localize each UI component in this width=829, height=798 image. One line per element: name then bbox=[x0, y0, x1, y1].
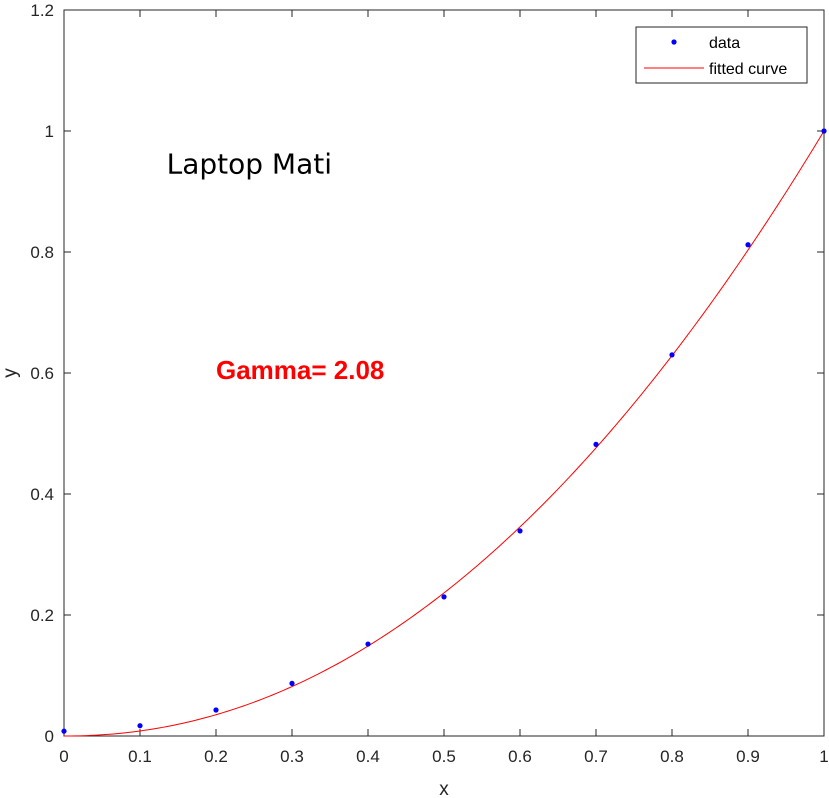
data-point bbox=[441, 594, 447, 600]
x-tick-label: 0.5 bbox=[432, 747, 456, 766]
legend-data-label: data bbox=[709, 35, 740, 52]
data-point bbox=[61, 728, 67, 734]
fitted-curve-layer bbox=[63, 130, 825, 737]
legend[interactable]: data fitted curve bbox=[635, 26, 808, 84]
data-point bbox=[593, 441, 599, 447]
annotation-gamma-value: Gamma= 2.08 bbox=[216, 355, 384, 385]
legend-box bbox=[635, 26, 808, 84]
x-tick-label: 0.2 bbox=[204, 747, 228, 766]
y-tick-label: 0.4 bbox=[30, 485, 54, 504]
annotations: Laptop Mati Gamma= 2.08 bbox=[167, 147, 385, 385]
data-points-layer bbox=[61, 128, 827, 734]
x-tick-label: 0.8 bbox=[660, 747, 684, 766]
data-point bbox=[821, 128, 827, 134]
y-tick-label: 0.2 bbox=[30, 606, 54, 625]
y-tick-label: 0.6 bbox=[30, 364, 54, 383]
data-point bbox=[517, 528, 523, 534]
data-point bbox=[137, 723, 143, 729]
data-point bbox=[289, 680, 295, 686]
plot-area bbox=[63, 9, 825, 737]
data-point bbox=[365, 641, 371, 647]
data-point bbox=[669, 352, 675, 358]
x-tick-label: 0.3 bbox=[280, 747, 304, 766]
x-axis-label: x bbox=[439, 779, 449, 798]
annotation-device-label: Laptop Mati bbox=[167, 147, 332, 180]
x-tick-label: 0.6 bbox=[508, 747, 532, 766]
data-point bbox=[213, 707, 219, 713]
legend-data-marker bbox=[671, 39, 677, 45]
axes-box bbox=[63, 9, 825, 737]
y-tick-label: 1 bbox=[45, 122, 54, 141]
y-axis-label: y bbox=[0, 368, 21, 378]
x-tick-label: 0.4 bbox=[356, 747, 380, 766]
x-tick-label: 0.9 bbox=[736, 747, 760, 766]
legend-curve-label: fitted curve bbox=[709, 61, 787, 78]
y-tick-label: 0.8 bbox=[30, 243, 54, 262]
y-tick-label: 0 bbox=[45, 727, 54, 746]
x-axis-ticks: 0 0.1 0.2 0.3 0.4 0.5 0.6 0.7 0.8 0.9 1 bbox=[59, 10, 829, 766]
y-tick-label: 1.2 bbox=[30, 1, 54, 20]
x-tick-label: 0.7 bbox=[584, 747, 608, 766]
x-tick-label: 1 bbox=[819, 747, 828, 766]
x-tick-label: 0.1 bbox=[128, 747, 152, 766]
data-point bbox=[745, 242, 751, 248]
fitted-curve-line bbox=[63, 130, 825, 737]
y-axis-ticks: 0 0.2 0.4 0.6 0.8 1 1.2 bbox=[30, 1, 824, 746]
x-tick-label: 0 bbox=[59, 747, 68, 766]
